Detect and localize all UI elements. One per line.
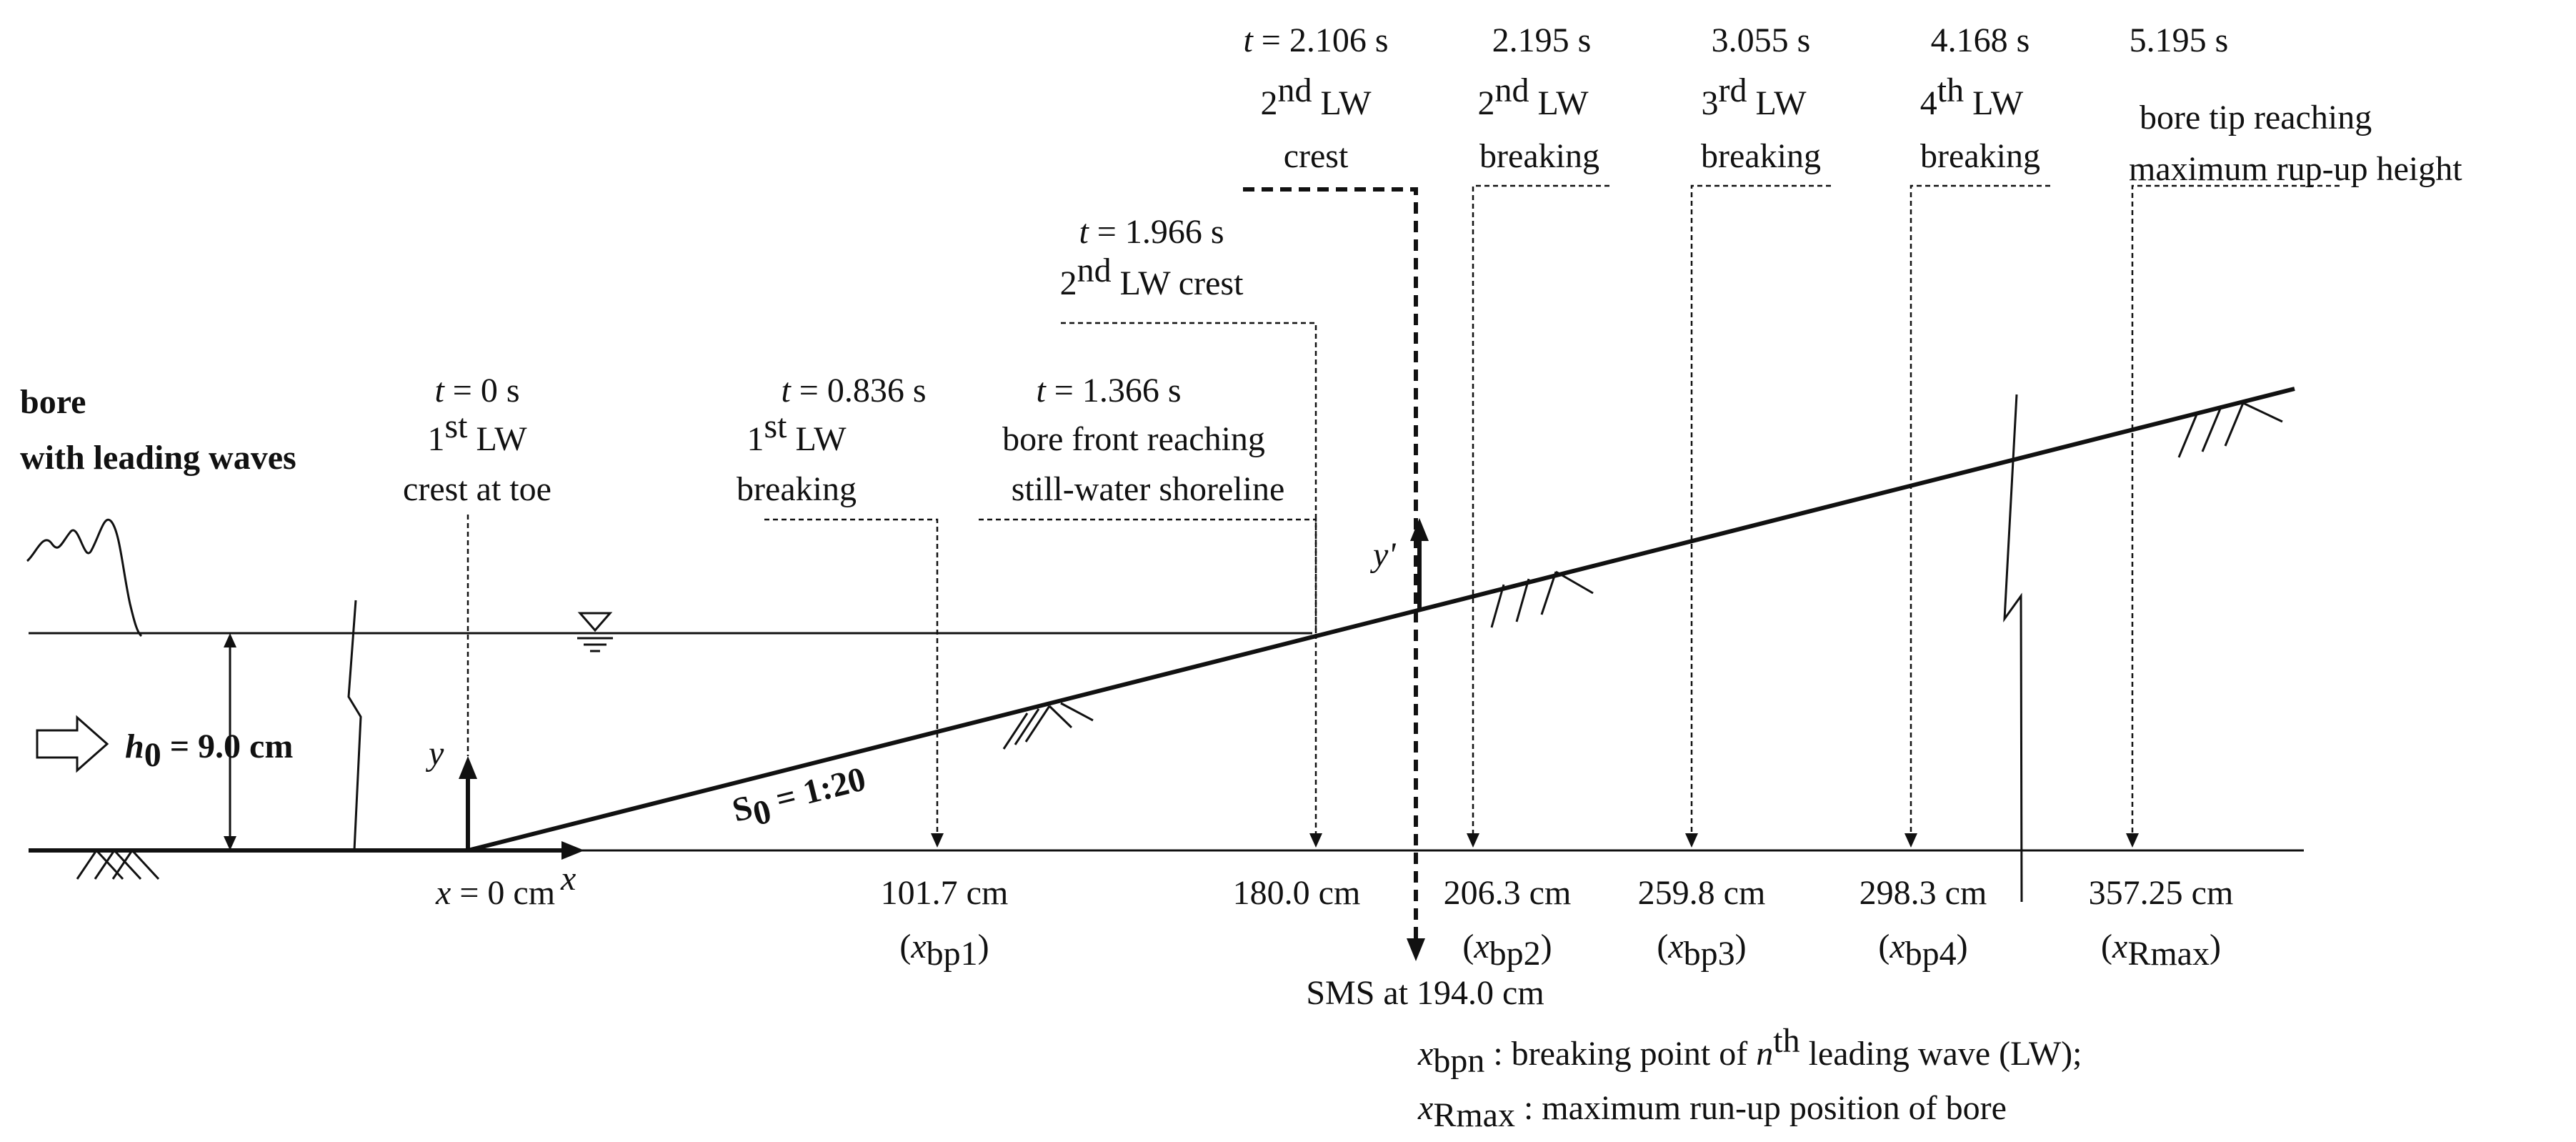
sms-label: SMS at 194.0 cm [1306, 974, 1544, 1012]
channel-geometry [26, 387, 2304, 903]
position-symbol: (xbp2) [1462, 928, 1552, 973]
x-axis-arrowhead [561, 841, 584, 860]
position-symbol: (xbp1) [899, 928, 989, 973]
position-value: 101.7 cm [881, 874, 1009, 912]
event-t0: t = 0 s 1st LW crest at toe [403, 372, 551, 508]
sms-marker [1243, 187, 1425, 961]
legend-item-rmax: xRmax : maximum run-up position of bore [1417, 1089, 2007, 1134]
event-title: 4th LW [1920, 71, 2024, 122]
event-title: 3rd LW [1701, 71, 1807, 122]
event-time: 4.168 s [1931, 21, 2030, 59]
sms-arrowhead [1407, 938, 1425, 961]
event-t2195: 2.195 s 2nd LW breaking [1477, 21, 1599, 175]
bore-label: bore [20, 383, 86, 421]
bore-profile [26, 518, 143, 637]
y-prime-axis-label: y' [1369, 536, 1396, 574]
event-desc: breaking [1920, 137, 2040, 175]
position-symbol: (xbp4) [1878, 928, 1967, 973]
event-t3055: 3.055 s 3rd LW breaking [1701, 21, 1821, 175]
event-t5195: 5.195 s bore tip reaching maximum rup-up… [2129, 21, 2462, 188]
ground-hatches [76, 402, 2283, 880]
event-title: 1st LW [427, 407, 527, 458]
position-labels: 101.7 cm (xbp1) 180.0 cm 206.3 cm (xbp2)… [881, 874, 2234, 973]
event-time: 5.195 s [2130, 21, 2229, 59]
bore-label-line2: with leading waves [20, 439, 296, 477]
event-desc: still-water shoreline [1012, 470, 1285, 508]
depth-dimension-arrow [224, 633, 236, 850]
event-time: t = 0 s [434, 372, 519, 409]
event-leaders [466, 184, 2340, 848]
y-axis-arrowhead [459, 756, 477, 779]
event-desc: bore front reaching [1002, 420, 1265, 458]
origin-label: x = 0 cm [435, 874, 555, 912]
slope-label: S0 = 1:20 [729, 760, 872, 838]
event-desc: crest [1284, 137, 1349, 175]
event-desc: breaking [1701, 137, 1821, 175]
event-time: 2.195 s [1492, 21, 1592, 59]
event-desc: maximum rup-up height [2129, 150, 2462, 188]
still-water-symbol [577, 612, 613, 652]
event-time: t = 1.366 s [1036, 372, 1181, 409]
legend-item-bpn: xbpn : breaking point of nth leading wav… [1417, 1022, 2082, 1080]
position-symbol: (xbp3) [1657, 928, 1746, 973]
axes [459, 518, 1429, 860]
position-value: 206.3 cm [1444, 874, 1572, 912]
position-value: 298.3 cm [1859, 874, 1987, 912]
event-time: t = 2.106 s [1243, 21, 1388, 59]
y-axis-label: y [425, 735, 444, 773]
event-t2106: t = 2.106 s 2nd LW crest [1243, 21, 1388, 175]
break-mark-left [347, 600, 362, 851]
event-time: t = 1.966 s [1079, 213, 1224, 251]
flow-direction-arrow [36, 715, 109, 773]
event-desc: breaking [1479, 137, 1599, 175]
event-title: 2nd LW [1477, 71, 1589, 122]
event-desc: breaking [737, 470, 857, 508]
event-time: t = 0.836 s [781, 372, 926, 409]
y-prime-axis-arrowhead [1410, 518, 1429, 541]
position-value: 357.25 cm [2089, 874, 2234, 912]
position-value: 259.8 cm [1638, 874, 1766, 912]
event-t4168: 4.168 s 4th LW breaking [1920, 21, 2040, 175]
event-title: 2nd LW crest [1060, 252, 1244, 302]
event-desc: bore tip reaching [2140, 99, 2372, 136]
beach-slope [467, 387, 2295, 853]
position-value: 180.0 cm [1233, 874, 1361, 912]
event-title: 2nd LW [1260, 71, 1372, 122]
event-time: 3.055 s [1712, 21, 1811, 59]
event-desc: crest at toe [403, 470, 551, 508]
position-symbol: (xRmax) [2101, 928, 2221, 973]
depth-label: h0 = 9.0 cm [125, 728, 293, 774]
legend: xbpn : breaking point of nth leading wav… [1417, 1022, 2082, 1134]
event-t0836: t = 0.836 s 1st LW breaking [737, 372, 927, 508]
x-axis-label: x [560, 860, 576, 898]
event-t1966: t = 1.966 s 2nd LW crest [1060, 213, 1244, 302]
event-t1366: t = 1.366 s bore front reaching still-wa… [1002, 372, 1284, 508]
break-mark-right [2003, 394, 2023, 903]
event-title: 1st LW [747, 407, 847, 458]
